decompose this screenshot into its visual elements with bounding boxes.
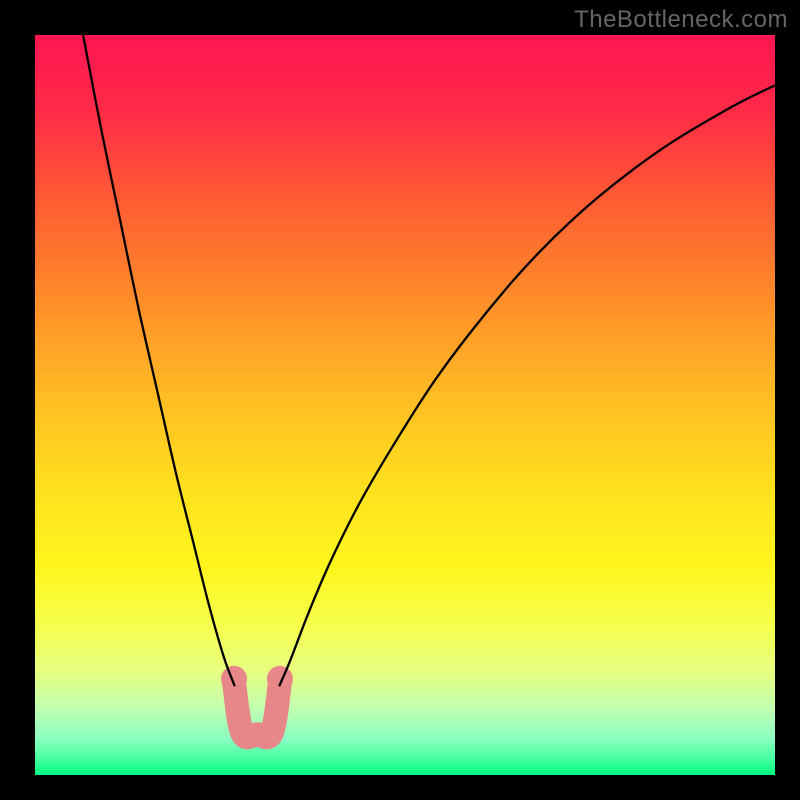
- watermark-text: TheBottleneck.com: [574, 6, 788, 34]
- gradient-plot: [35, 35, 775, 775]
- gradient-background: [35, 35, 775, 775]
- plot-area: [35, 35, 775, 775]
- chart-frame: TheBottleneck.com: [0, 0, 800, 800]
